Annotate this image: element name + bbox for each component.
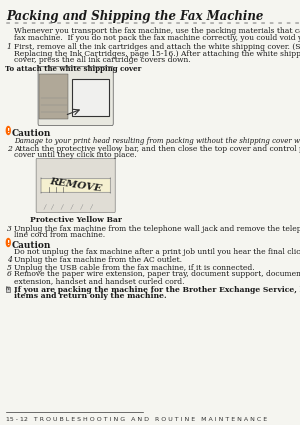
Text: cover until they click into place.: cover until they click into place. bbox=[14, 151, 136, 159]
Text: !: ! bbox=[7, 128, 10, 133]
Text: Unplug the fax machine from the telephone wall jack and remove the telephone: Unplug the fax machine from the telephon… bbox=[14, 224, 300, 232]
Text: To attach the white shipping cover: To attach the white shipping cover bbox=[5, 65, 141, 73]
Text: 6: 6 bbox=[7, 270, 12, 278]
Bar bbox=[39, 74, 68, 119]
Text: Attach the protective yellow bar, and then close the top cover and control panel: Attach the protective yellow bar, and th… bbox=[14, 144, 300, 153]
Text: Packing and Shipping the Fax Machine: Packing and Shipping the Fax Machine bbox=[6, 10, 263, 23]
Text: 4: 4 bbox=[7, 257, 12, 264]
Text: Unplug the fax machine from the AC outlet.: Unplug the fax machine from the AC outle… bbox=[14, 257, 182, 264]
Text: Protective Yellow Bar: Protective Yellow Bar bbox=[30, 215, 122, 224]
Text: Unplug the USB cable from the fax machine, if it is connected.: Unplug the USB cable from the fax machin… bbox=[14, 264, 254, 272]
Text: 1: 1 bbox=[7, 43, 12, 51]
Text: Remove the paper wire extension, paper tray, document support, document wire: Remove the paper wire extension, paper t… bbox=[14, 270, 300, 278]
Text: 3: 3 bbox=[7, 224, 12, 232]
Text: N: N bbox=[6, 286, 10, 292]
Text: If you are packing the machine for the Brother Exchange Service, keep these: If you are packing the machine for the B… bbox=[14, 286, 300, 294]
Text: 2: 2 bbox=[7, 144, 12, 153]
Text: extension, handset and handset curled cord.: extension, handset and handset curled co… bbox=[14, 277, 184, 285]
Text: Caution: Caution bbox=[12, 128, 51, 138]
Text: First, remove all the ink cartridges and attach the white shipping cover. (See: First, remove all the ink cartridges and… bbox=[14, 43, 300, 51]
Text: = = = = = = = = = = = = = = = = = = = = = = = = = = = = = = = = = = = = = = =: = = = = = = = = = = = = = = = = = = = = … bbox=[6, 20, 300, 26]
Text: 15 - 12   T R O U B L E S H O O T I N G   A N D   R O U T I N E   M A I N T E N : 15 - 12 T R O U B L E S H O O T I N G A … bbox=[6, 417, 267, 422]
Bar bbox=[72, 79, 109, 116]
Circle shape bbox=[6, 127, 10, 134]
FancyBboxPatch shape bbox=[38, 66, 113, 125]
Text: Replacing the Ink Cartridges, page 15-16.) After attaching the white shipping: Replacing the Ink Cartridges, page 15-16… bbox=[14, 49, 300, 57]
Text: Whenever you transport the fax machine, use the packing materials that came with: Whenever you transport the fax machine, … bbox=[14, 27, 300, 35]
Bar bbox=[6, 286, 10, 292]
Text: line cord from machine.: line cord from machine. bbox=[14, 231, 105, 239]
Text: Caution: Caution bbox=[12, 241, 51, 249]
Text: fax machine.  If you do not pack the fax machine correctly, you could void your : fax machine. If you do not pack the fax … bbox=[14, 34, 300, 42]
Text: 5: 5 bbox=[7, 264, 12, 272]
Text: !: ! bbox=[7, 240, 10, 246]
Text: Do not unplug the fax machine after a print job until you hear the final click.: Do not unplug the fax machine after a pr… bbox=[14, 249, 300, 257]
Circle shape bbox=[6, 238, 10, 246]
Text: items and return only the machine.: items and return only the machine. bbox=[14, 292, 166, 300]
FancyBboxPatch shape bbox=[41, 178, 110, 193]
Text: cover, press the all ink cartridge covers down.: cover, press the all ink cartridge cover… bbox=[14, 56, 190, 64]
Text: Damage to your print head resulting from packing without the shipping cover will: Damage to your print head resulting from… bbox=[14, 136, 300, 145]
FancyBboxPatch shape bbox=[36, 159, 115, 212]
Text: REMOVE: REMOVE bbox=[49, 177, 102, 194]
